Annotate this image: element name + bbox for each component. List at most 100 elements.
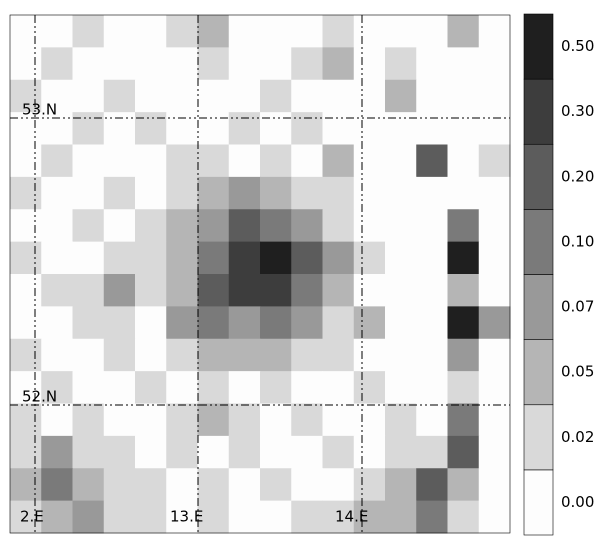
pixel bbox=[135, 47, 167, 81]
pixel bbox=[447, 468, 480, 502]
pixel bbox=[416, 338, 448, 372]
pixel bbox=[478, 306, 511, 340]
pixel bbox=[416, 209, 448, 243]
pixel bbox=[72, 274, 105, 307]
pixel bbox=[72, 435, 105, 469]
pixel bbox=[478, 47, 511, 81]
pixel bbox=[135, 338, 167, 372]
pixel bbox=[197, 79, 230, 113]
colorbar-swatch bbox=[523, 78, 554, 145]
pixel bbox=[260, 371, 292, 404]
pixel bbox=[322, 338, 355, 372]
colorbar-swatch bbox=[523, 143, 554, 210]
pixel bbox=[197, 500, 230, 534]
pixel bbox=[103, 176, 136, 210]
pixel bbox=[10, 176, 42, 210]
pixel bbox=[478, 112, 511, 145]
pixel bbox=[416, 435, 448, 469]
pixel bbox=[447, 371, 480, 404]
pixel bbox=[197, 241, 230, 275]
pixel bbox=[447, 144, 480, 178]
pixel bbox=[41, 79, 73, 113]
pixel bbox=[416, 306, 448, 340]
pixel bbox=[291, 241, 323, 275]
pixel bbox=[322, 306, 355, 340]
pixel bbox=[103, 47, 136, 81]
pixel bbox=[166, 403, 198, 437]
pixel bbox=[416, 371, 448, 404]
pixel bbox=[103, 112, 136, 145]
pixel bbox=[41, 274, 73, 307]
pixel bbox=[197, 274, 230, 307]
colorbar: 0.00 0.02 0.05 0.07 0.10 0.20 0.30 0.50 bbox=[523, 13, 594, 536]
pixel bbox=[135, 468, 167, 502]
pixel bbox=[385, 338, 417, 372]
colorbar-swatch bbox=[523, 339, 554, 406]
pixel bbox=[416, 112, 448, 145]
pixel bbox=[353, 371, 386, 404]
pixel bbox=[72, 176, 105, 210]
pixel bbox=[166, 435, 198, 469]
colorbar-swatch bbox=[523, 404, 554, 471]
pixel bbox=[10, 209, 42, 243]
colorbar-label: 0.10 bbox=[561, 232, 594, 250]
colorbar-swatch bbox=[523, 209, 554, 275]
pixel bbox=[228, 468, 261, 502]
pixel bbox=[260, 79, 292, 113]
pixel bbox=[41, 209, 73, 243]
pixel bbox=[385, 112, 417, 145]
pixel bbox=[447, 79, 480, 113]
pixel bbox=[385, 435, 417, 469]
pixel bbox=[353, 79, 386, 113]
pixel bbox=[228, 241, 261, 275]
pixel bbox=[478, 209, 511, 243]
pixel bbox=[447, 112, 480, 145]
pixel bbox=[72, 403, 105, 437]
pixel bbox=[291, 144, 323, 178]
pixel bbox=[322, 371, 355, 404]
pixel bbox=[322, 468, 355, 502]
pixel bbox=[197, 468, 230, 502]
pixel bbox=[478, 403, 511, 437]
colorbar-label: 0.50 bbox=[561, 37, 594, 55]
pixel bbox=[322, 209, 355, 243]
pixel bbox=[353, 47, 386, 81]
colorbar-label: 0.02 bbox=[561, 428, 594, 446]
pixel bbox=[197, 144, 230, 178]
pixel bbox=[41, 403, 73, 437]
pixel bbox=[353, 15, 386, 48]
pixel bbox=[353, 241, 386, 275]
pixel bbox=[385, 79, 417, 113]
colorbar-swatch bbox=[523, 469, 554, 536]
pixel bbox=[260, 144, 292, 178]
pixel bbox=[416, 144, 448, 178]
lon-label: 13.E bbox=[170, 508, 203, 526]
pixel bbox=[228, 209, 261, 243]
pixel bbox=[291, 338, 323, 372]
pixel bbox=[291, 209, 323, 243]
pixel bbox=[322, 274, 355, 307]
pixel bbox=[166, 176, 198, 210]
colorbar-label: 0.07 bbox=[561, 298, 594, 316]
pixel bbox=[103, 371, 136, 404]
pixel bbox=[291, 15, 323, 48]
pixel bbox=[197, 435, 230, 469]
pixel bbox=[291, 371, 323, 404]
colorbar-swatch bbox=[523, 274, 554, 340]
pixel bbox=[322, 144, 355, 178]
pixel bbox=[10, 306, 42, 340]
pixel bbox=[197, 176, 230, 210]
pixel bbox=[228, 306, 261, 340]
pixel bbox=[10, 338, 42, 372]
pixel bbox=[72, 112, 105, 145]
pixel bbox=[166, 209, 198, 243]
pixel bbox=[228, 338, 261, 372]
pixel bbox=[478, 176, 511, 210]
pixel bbox=[260, 403, 292, 437]
pixel bbox=[228, 112, 261, 145]
pixel bbox=[260, 338, 292, 372]
pixel bbox=[10, 241, 42, 275]
pixel bbox=[322, 79, 355, 113]
pixel bbox=[478, 79, 511, 113]
pixel bbox=[228, 176, 261, 210]
